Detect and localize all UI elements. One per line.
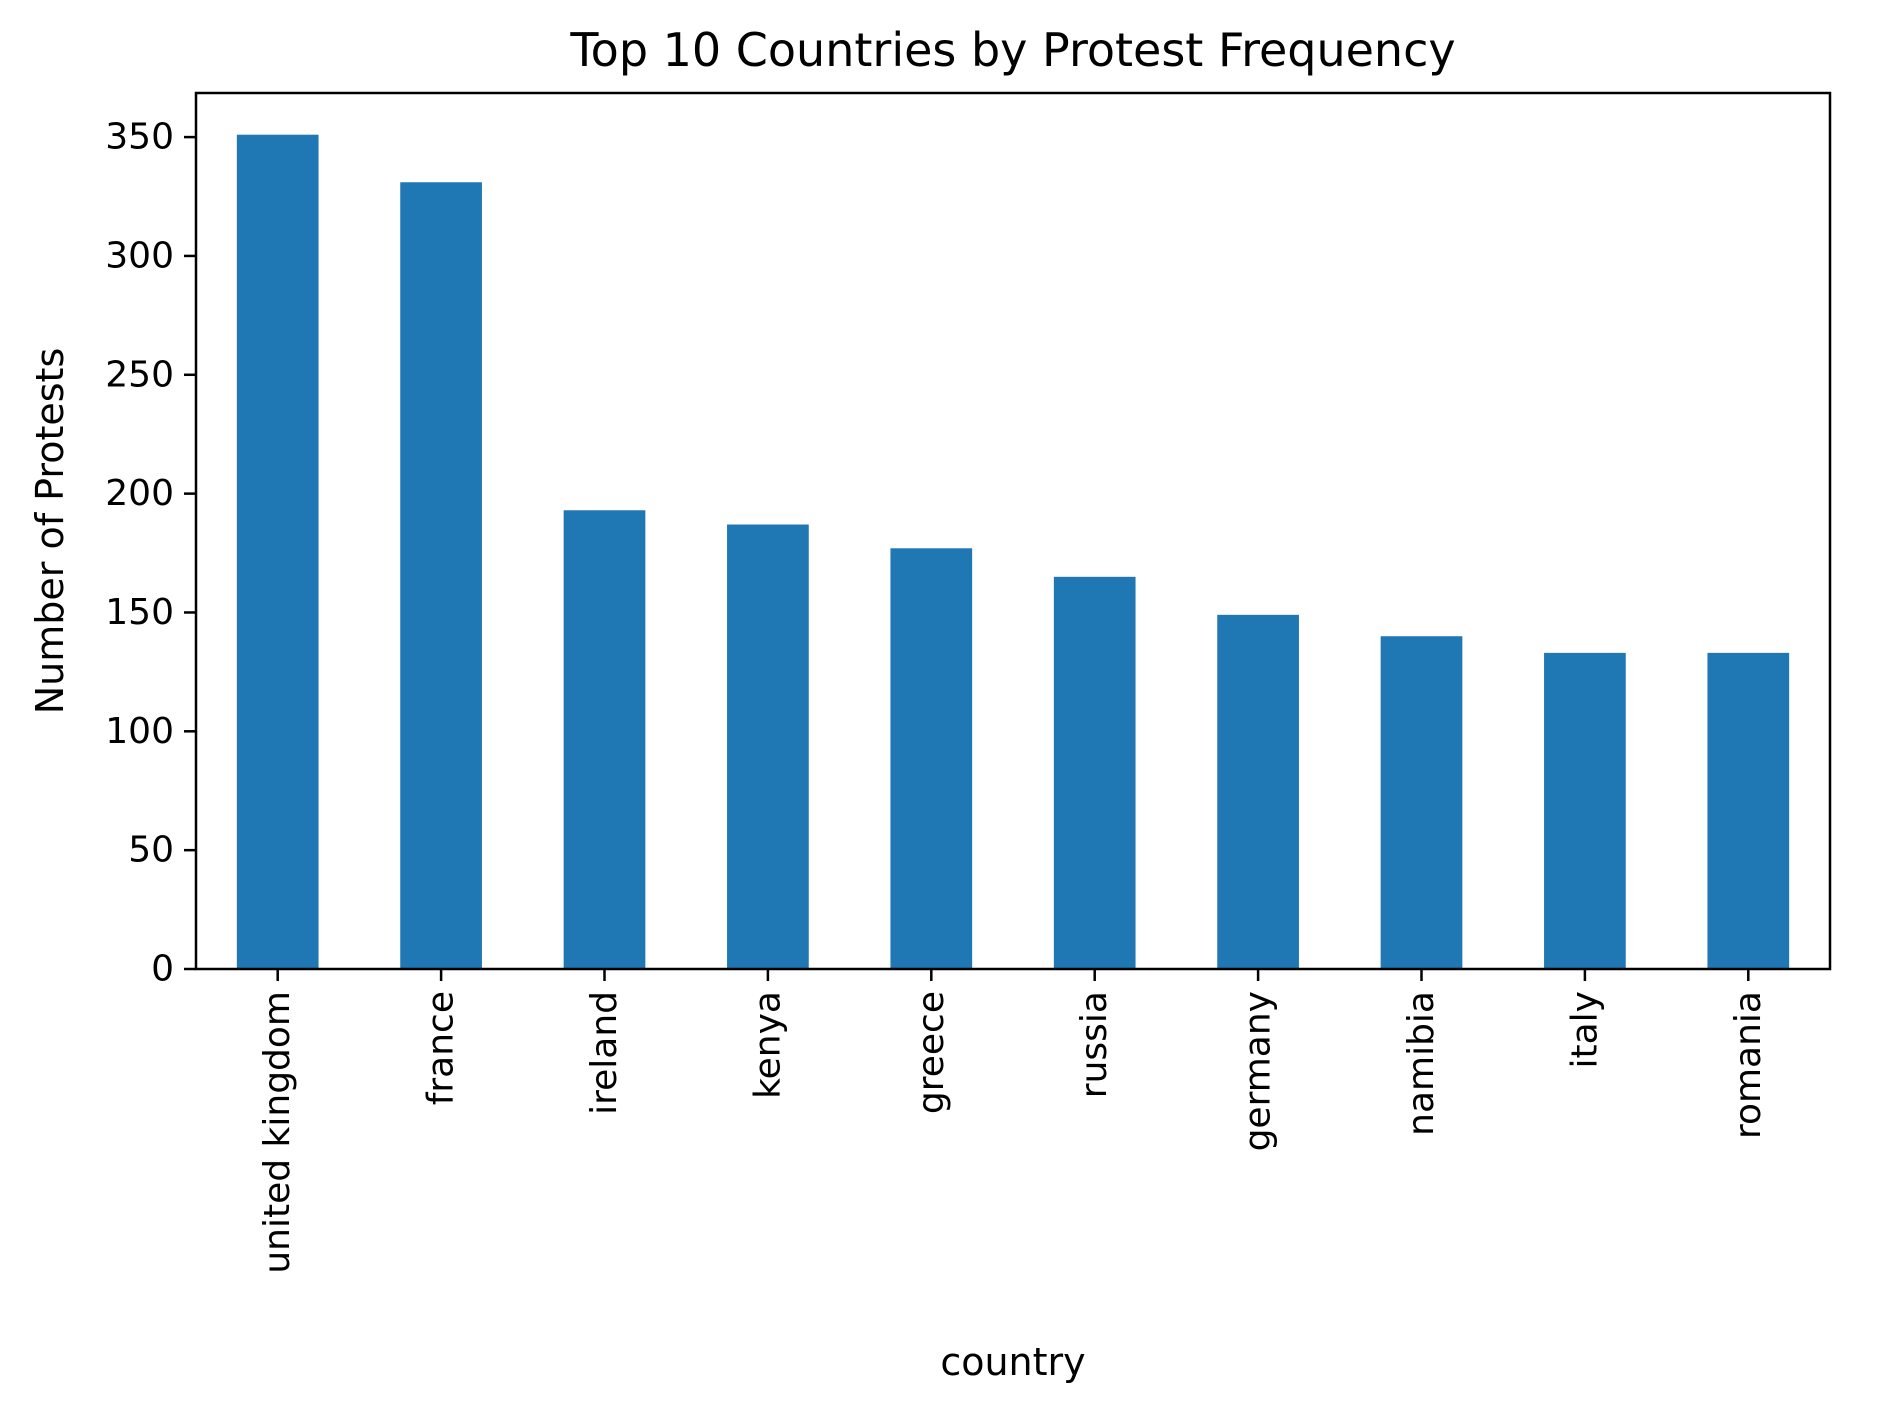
x-tick-label: germany: [1238, 991, 1279, 1151]
y-tick-label: 150: [105, 592, 174, 633]
chart-title: Top 10 Countries by Protest Frequency: [569, 23, 1455, 77]
x-tick-label: italy: [1564, 991, 1605, 1068]
bar-italy: [1544, 652, 1626, 969]
x-tick-label: kenya: [747, 991, 788, 1099]
y-tick-label: 200: [105, 473, 174, 514]
x-axis-label: country: [940, 1340, 1085, 1384]
bar-russia: [1053, 576, 1136, 969]
bars-layer: [236, 134, 1790, 969]
bar-kenya: [727, 524, 809, 969]
x-axis-ticks: united kingdom france ireland kenya greece ru…: [257, 969, 1769, 1274]
x-tick-label: ireland: [584, 991, 625, 1115]
plot-frame: [194, 91, 1832, 971]
y-tick-label: 100: [105, 711, 174, 752]
y-tick-label: 350: [105, 117, 174, 158]
bar-ireland: [563, 510, 646, 969]
bar-united-kingdom: [236, 134, 319, 969]
bar-romania: [1707, 652, 1790, 969]
y-tick-label: 250: [105, 354, 174, 395]
x-tick-label: romania: [1728, 991, 1769, 1139]
x-tick-label: russia: [1074, 991, 1115, 1098]
x-tick-label: france: [421, 991, 462, 1105]
bar-namibia: [1380, 636, 1463, 969]
y-tick-label: 300: [105, 235, 174, 276]
bar-greece: [890, 548, 973, 969]
bar-germany: [1217, 614, 1299, 969]
x-tick-label: namibia: [1401, 991, 1442, 1136]
x-tick-label: greece: [911, 991, 952, 1114]
bar-france: [400, 182, 482, 969]
y-tick-label: 50: [128, 830, 174, 871]
x-tick-label: united kingdom: [257, 991, 298, 1274]
y-axis-label: Number of Protests: [28, 348, 72, 715]
y-axis-ticks: 0 50 100 150 200 250 300 350: [105, 117, 196, 990]
y-tick-label: 0: [151, 949, 174, 990]
